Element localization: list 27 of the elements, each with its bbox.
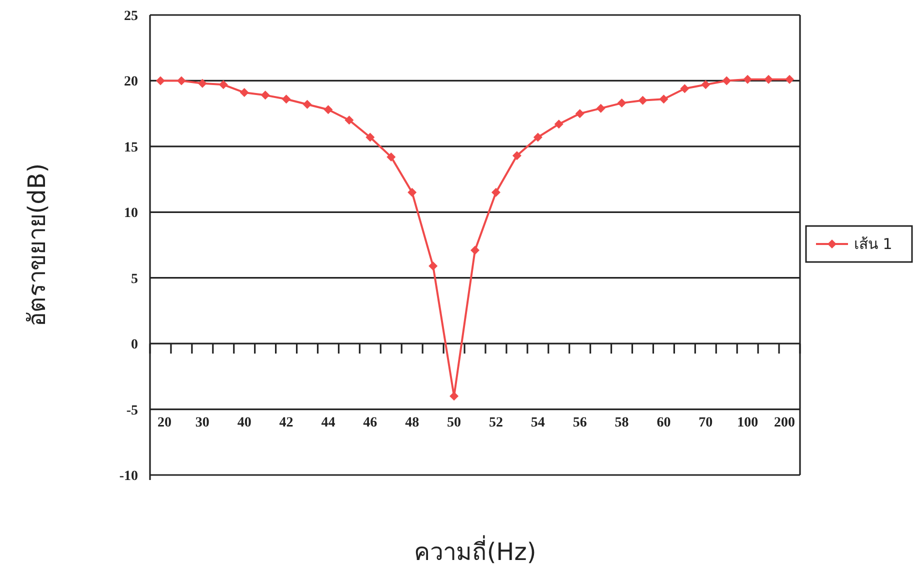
x-tick-label: 40 [237, 416, 252, 431]
x-axis-title: ความถี่(Hz) [414, 535, 536, 566]
legend-label: เส้น 1 [854, 235, 892, 253]
x-tick-label: 100 [737, 416, 758, 431]
x-tick-label: 70 [698, 416, 713, 431]
x-tick-label: 200 [774, 416, 796, 431]
x-tick-label: 46 [363, 416, 378, 431]
x-tick-label: 52 [488, 416, 503, 431]
y-tick-label: 10 [124, 206, 138, 222]
y-tick-label: 0 [131, 338, 138, 353]
x-tick-label: 48 [405, 416, 420, 431]
x-tick-label: 58 [614, 416, 629, 431]
x-tick-label: 60 [656, 416, 671, 431]
x-tick-label: 44 [321, 416, 336, 431]
x-tick-label: 56 [572, 416, 587, 431]
y-tick-label: 5 [131, 272, 138, 287]
x-tick-label: 50 [447, 416, 462, 431]
y-tick-label: 15 [124, 140, 138, 156]
y-tick-label: 20 [124, 74, 138, 90]
x-tick-label: 20 [157, 416, 172, 431]
x-tick-label: 54 [530, 416, 545, 431]
x-tick-label: 30 [195, 416, 210, 431]
y-tick-label: -10 [119, 469, 138, 484]
x-tick-label: 42 [279, 416, 294, 431]
y-tick-label: 25 [124, 9, 138, 24]
y-axis-title: อัตราขยาย(dB) [23, 163, 51, 327]
y-tick-label: -5 [126, 403, 138, 418]
